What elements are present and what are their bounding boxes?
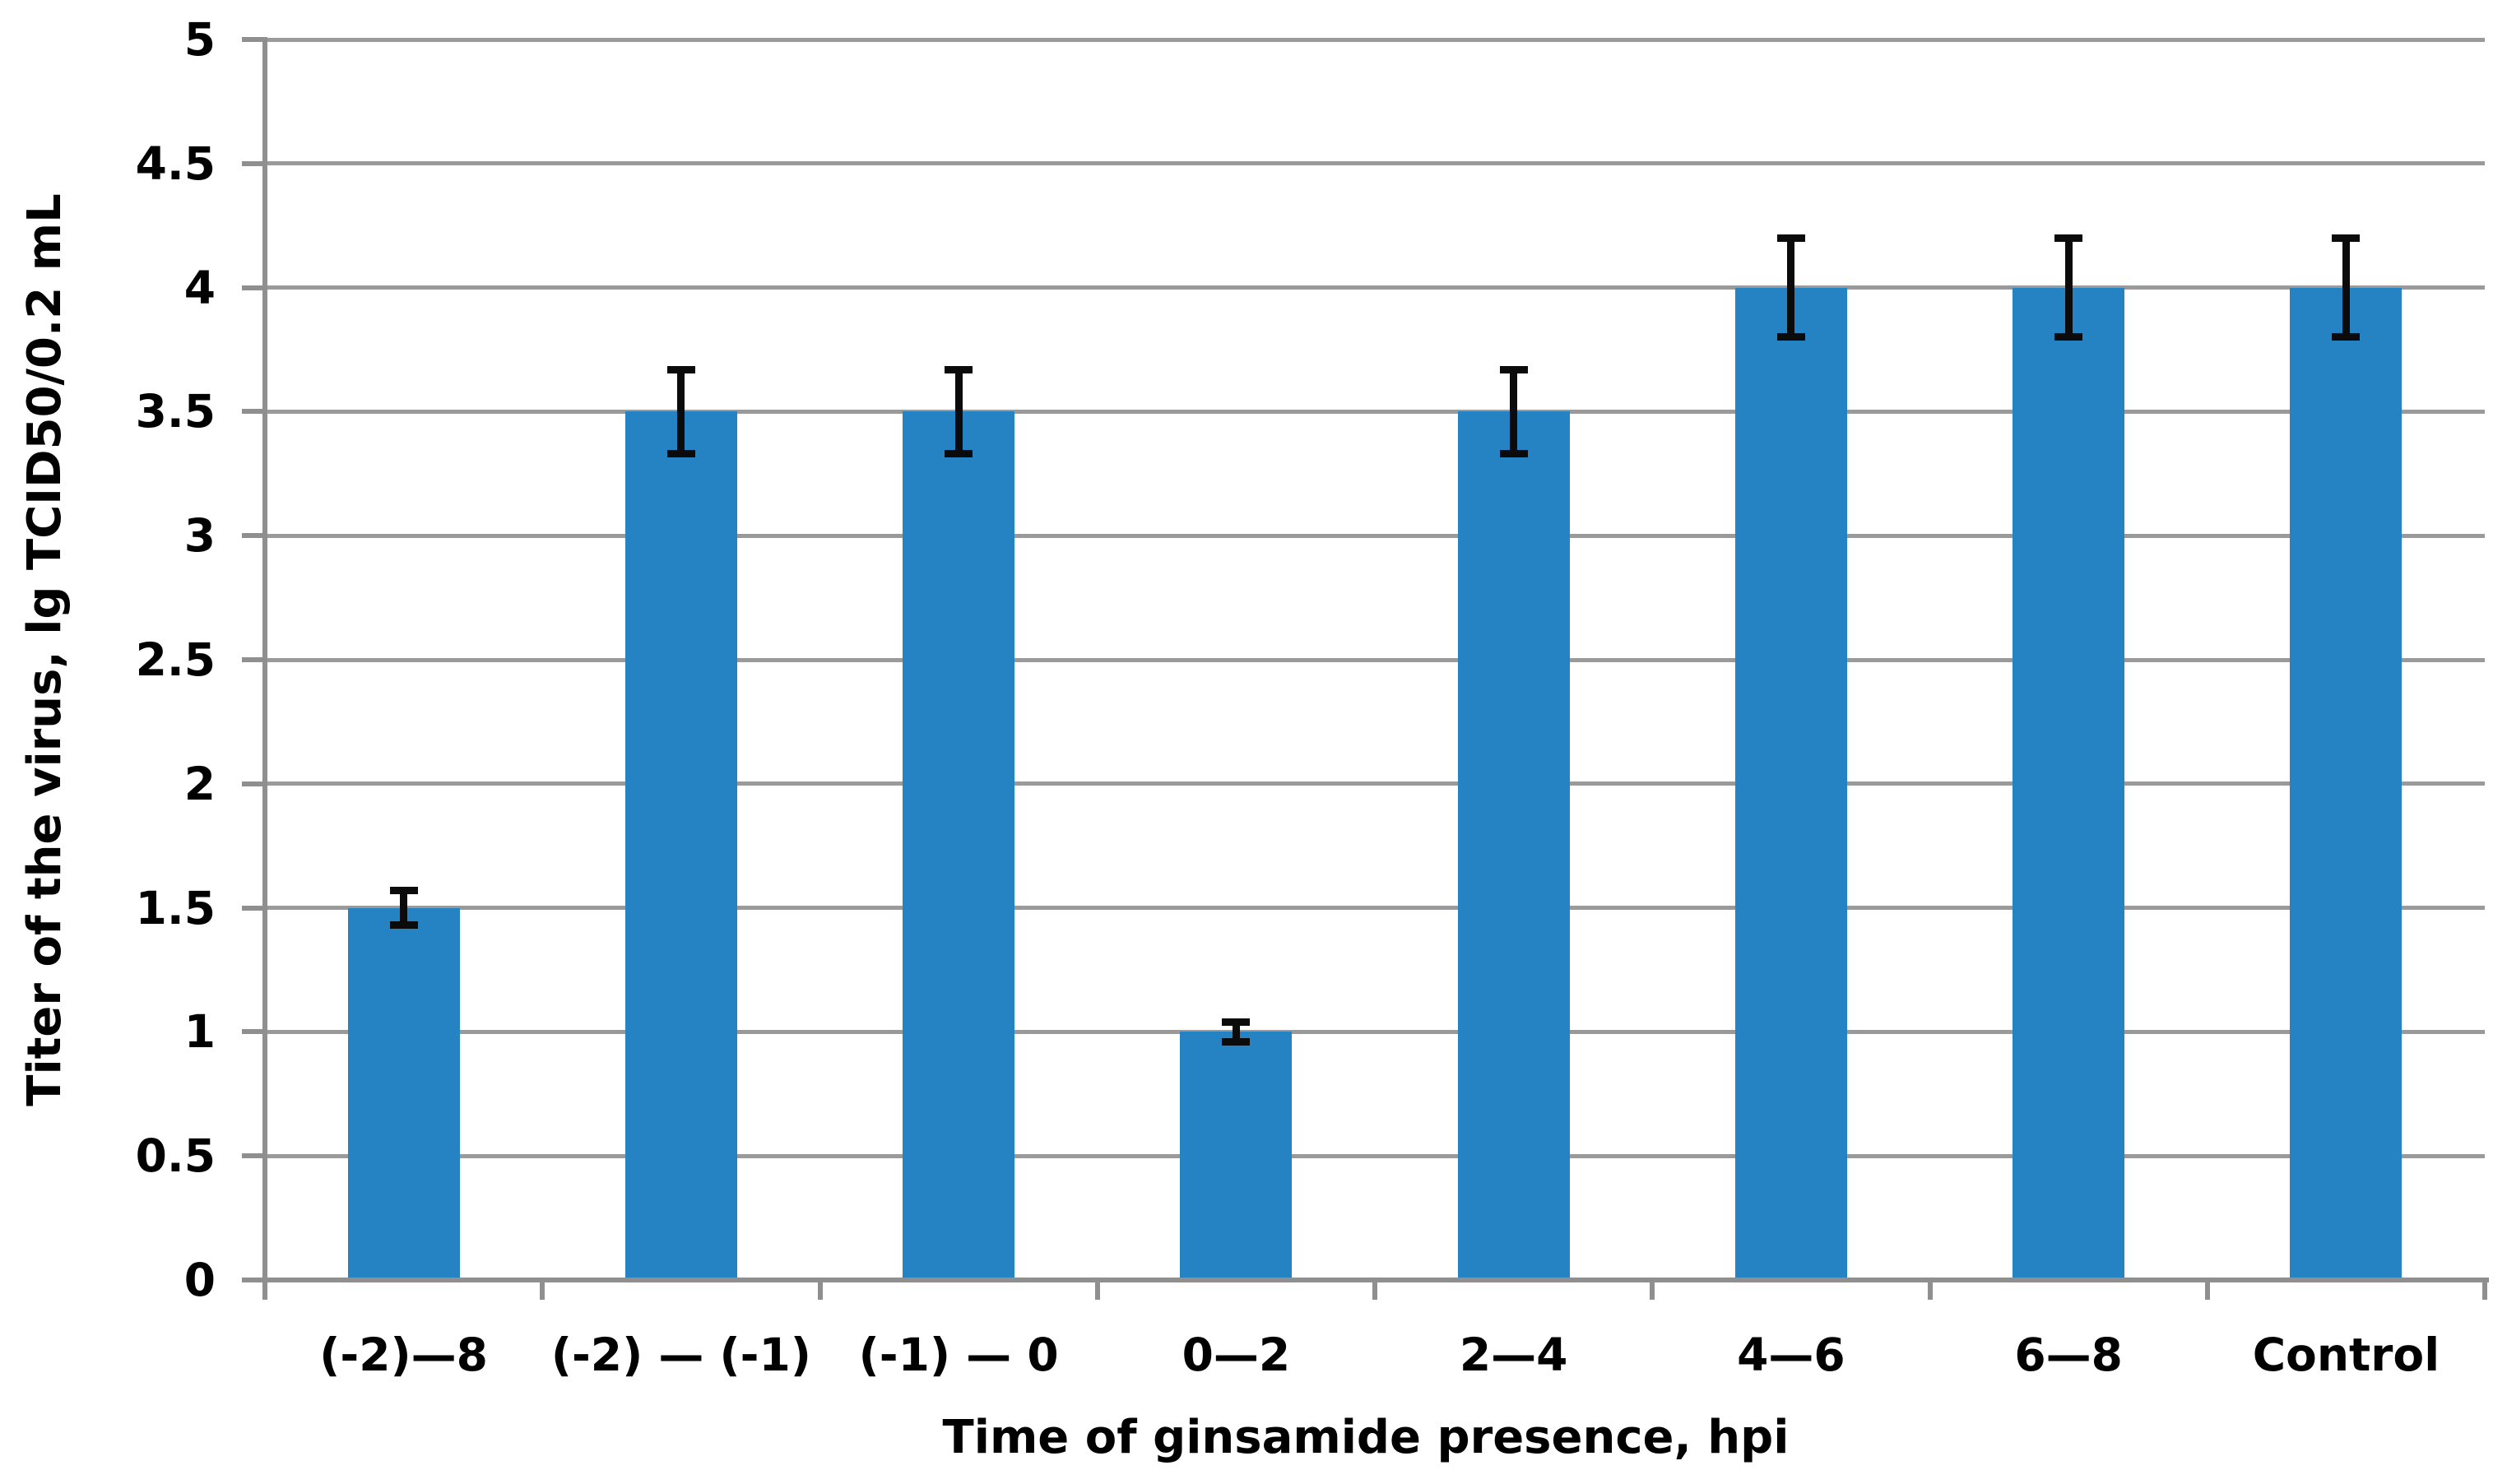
gridline (265, 409, 2485, 414)
bar (2290, 287, 2403, 1282)
y-tick-label: 3 (183, 509, 216, 563)
gridline (265, 533, 2485, 538)
x-axis-tick (1650, 1280, 1655, 1300)
x-axis-tick (2482, 1280, 2487, 1300)
error-bar-cap-bottom (2332, 333, 2361, 341)
x-tick-label: 4—6 (1737, 1329, 1845, 1381)
error-bar-cap-bottom (1776, 333, 1805, 341)
x-tick-label: 6—8 (2014, 1329, 2123, 1381)
x-axis-title: Time of ginsamide presence, hpi (942, 1411, 1790, 1464)
gridline (265, 906, 2485, 911)
bar (1457, 411, 1570, 1282)
gridline (265, 37, 2485, 42)
gridline (265, 161, 2485, 166)
y-tick-label: 3.5 (135, 385, 216, 438)
x-axis-tick (2204, 1280, 2210, 1300)
y-axis-tick (242, 285, 265, 290)
error-bar-cap-top (666, 365, 695, 373)
y-tick-label: 5 (183, 13, 216, 66)
error-bar-cap-top (1222, 1018, 1251, 1026)
x-tick-label: 0—2 (1182, 1329, 1291, 1381)
error-bar-line (1787, 238, 1795, 337)
error-bar-line (400, 890, 408, 925)
y-tick-label: 4 (183, 261, 216, 314)
x-axis-tick (1927, 1280, 1933, 1300)
y-axis-tick (242, 1153, 265, 1159)
bar (903, 411, 1015, 1282)
bar (1734, 287, 1847, 1282)
error-bar-cap-bottom (2054, 333, 2083, 341)
bar (624, 411, 737, 1282)
y-axis-tick (242, 37, 265, 42)
error-bar-cap-bottom (666, 450, 695, 458)
y-tick-label: 0.5 (135, 1129, 216, 1183)
x-axis-tick (540, 1280, 546, 1300)
y-tick-label: 4.5 (135, 137, 216, 190)
error-bar-line (954, 369, 963, 454)
x-axis-tick (1372, 1280, 1377, 1300)
error-bar-line (1232, 1022, 1240, 1042)
y-axis-tick (242, 1029, 265, 1035)
y-tick-label: 1 (183, 1005, 216, 1059)
error-bar-line (2342, 238, 2350, 337)
bar (347, 907, 460, 1282)
x-tick-label: (-2) — (-1) (550, 1329, 811, 1381)
error-bar-cap-top (1776, 234, 1805, 242)
error-bar-cap-top (389, 886, 418, 894)
gridline (265, 1029, 2485, 1034)
x-axis-tick (1094, 1280, 1100, 1300)
y-axis-tick (242, 657, 265, 662)
y-axis-tick (242, 533, 265, 539)
x-axis-line (242, 1278, 2489, 1282)
error-bar-line (1510, 369, 1518, 454)
error-bar-cap-top (2332, 234, 2361, 242)
y-tick-label: 2.5 (135, 633, 216, 686)
gridline (265, 1153, 2485, 1158)
error-bar-line (2064, 238, 2073, 337)
gridline (265, 285, 2485, 290)
x-tick-label: (-2)—8 (319, 1329, 488, 1381)
error-bar-cap-top (945, 365, 973, 373)
error-bar-cap-bottom (389, 921, 418, 930)
y-axis-tick (242, 905, 265, 911)
y-axis-tick (242, 781, 265, 786)
gridline (265, 657, 2485, 662)
gridline (265, 781, 2485, 786)
error-bar-cap-bottom (945, 450, 973, 458)
x-axis-tick (817, 1280, 823, 1300)
y-axis-tick (242, 160, 265, 166)
bar (2013, 287, 2125, 1282)
x-tick-label: (-1) — 0 (858, 1329, 1059, 1381)
x-tick-label: 2—4 (1459, 1329, 1568, 1381)
y-axis-tick (242, 409, 265, 415)
y-tick-label: 1.5 (135, 881, 216, 934)
y-axis-line (262, 37, 267, 1300)
error-bar-cap-top (2054, 234, 2083, 242)
bar (1180, 1032, 1293, 1282)
y-tick-label: 0 (183, 1254, 216, 1306)
error-bar-cap-bottom (1499, 450, 1528, 458)
error-bar-cap-top (1499, 365, 1528, 373)
error-bar-line (677, 369, 685, 454)
x-tick-label: Control (2252, 1329, 2440, 1381)
error-bar-cap-bottom (1222, 1037, 1251, 1046)
y-tick-label: 2 (183, 757, 216, 810)
